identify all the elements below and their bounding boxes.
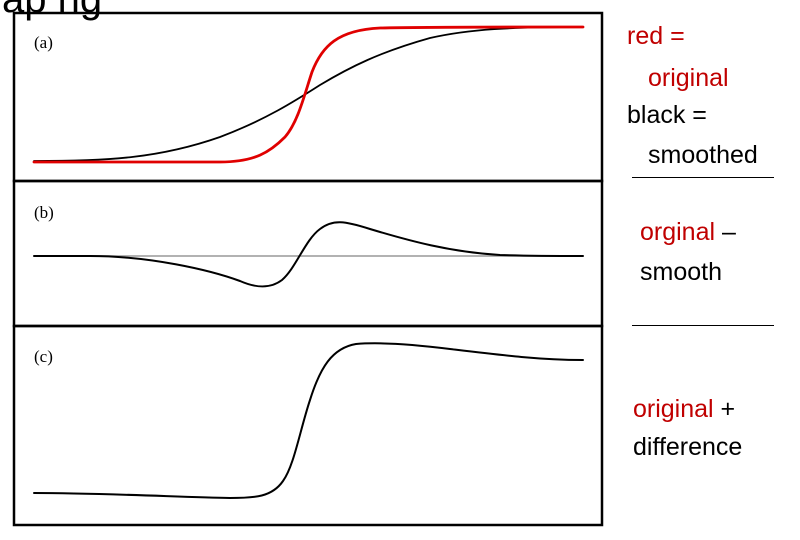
legend-c-expression: original + [633, 395, 735, 424]
slide-title-fragment: ap ng [2, 0, 102, 21]
legend-divider-2 [632, 325, 774, 326]
legend-red-equals: red = [627, 22, 685, 50]
legend-b-operator: – [715, 218, 736, 246]
panel-a-smoothed-curve [33, 26, 584, 162]
legend-black-equals: black = [627, 101, 707, 129]
legend-b-smooth-word: smooth [640, 258, 722, 286]
legend-smoothed-word: smoothed [648, 141, 758, 169]
panel-b-frame [12, 179, 604, 328]
panel-a-frame [12, 11, 604, 183]
legend-b-expression: orginal – [640, 218, 736, 247]
legend-c-original-word: original [633, 395, 714, 423]
legend-divider-1 [632, 177, 774, 178]
legend-c-operator: + [713, 395, 736, 423]
panel-a-original-curve [32, 25, 585, 164]
panel-c-label: (c) [34, 347, 53, 366]
legend-original-word: original [648, 64, 729, 92]
panel-c-sharpened-curve [33, 342, 584, 500]
panel-a-label: (a) [34, 33, 53, 52]
panel-b-difference-curve [33, 221, 584, 288]
panel-c-frame [12, 324, 604, 527]
panel-b-label: (b) [34, 203, 54, 222]
legend-b-original-word: orginal [640, 218, 716, 246]
legend-c-difference-word: difference [633, 433, 743, 461]
